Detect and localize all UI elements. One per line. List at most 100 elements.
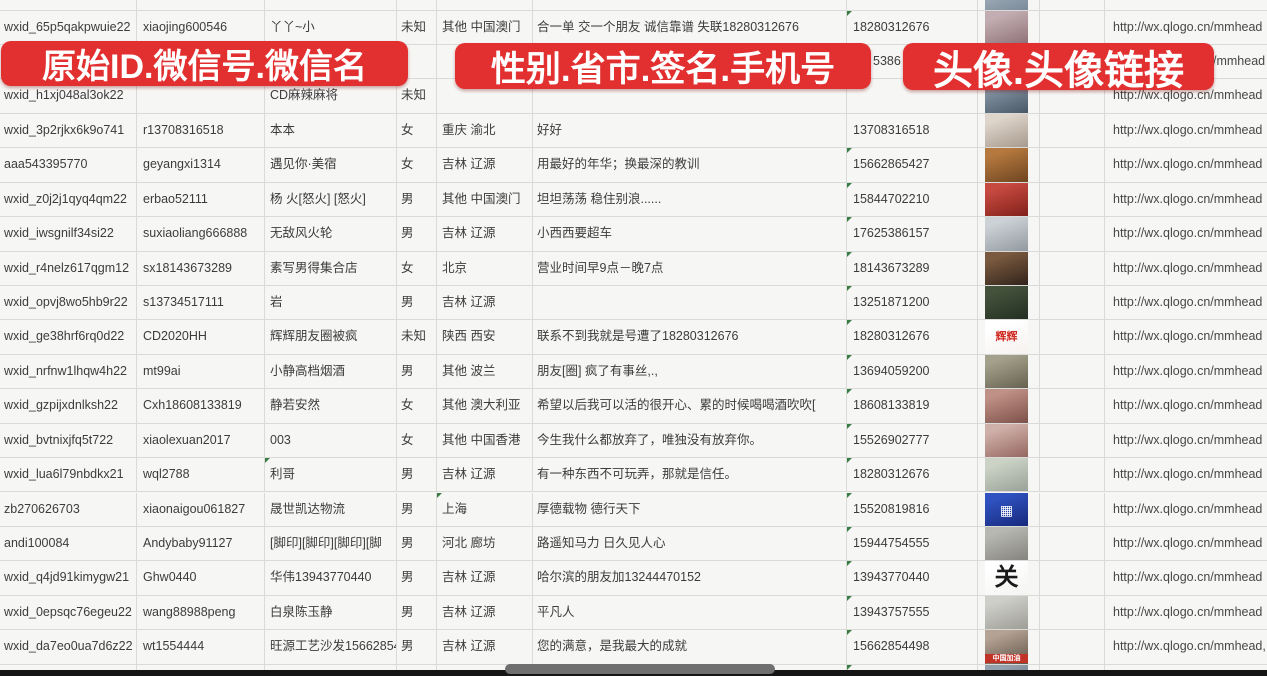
cell-gender[interactable]: 女 [397,148,437,182]
cell-signature[interactable]: 合一单 交一个朋友 诚信靠谱 失联18280312676 [533,10,847,45]
cell-signature[interactable]: 哈尔滨的朋友加13244470152 [533,561,847,595]
cell-original-id[interactable]: aaa543395770 [0,148,137,182]
cell-wechat-name[interactable]: CD麻辣麻将 [265,79,397,113]
cell-wechat-name[interactable]: 旺源工艺沙发15662854 [265,630,397,664]
cell-phone[interactable]: 18280312676 [847,458,978,492]
cell-wechat-number[interactable]: Ghw0440 [137,561,265,595]
cell-avatar-link[interactable]: http://wx.qlogo.cn/mmhead [1113,432,1263,447]
cell-phone[interactable]: 15844702210 [847,182,978,217]
cell-region[interactable]: 吉林 辽源 [437,458,533,492]
cell-region[interactable]: 陕西 西安 [437,320,533,354]
cell-wechat-name[interactable] [265,0,397,10]
cell-gender[interactable] [397,45,437,79]
cell-region[interactable]: 吉林 辽源 [437,595,533,630]
cell-avatar-link[interactable]: http://wx.qlogo.cn/mmhead [1113,398,1263,413]
cell-region[interactable]: 吉林 辽源 [437,630,533,664]
cell-original-id[interactable]: wxid_bvtnixjfq5t722 [0,423,137,458]
cell-empty[interactable] [1040,79,1105,113]
cell-wechat-name[interactable]: 无敌风火轮 [265,217,397,251]
cell-gender[interactable]: 男 [397,217,437,251]
cell-phone[interactable]: 15944754555 [847,526,978,561]
cell-avatar-link[interactable] [1105,0,1267,10]
cell-phone[interactable]: 13943770440 [847,561,978,595]
cell-avatar-link[interactable]: http://wx.qlogo.cn/mmhead [1113,157,1263,172]
cell-avatar[interactable] [978,526,1040,561]
cell-wechat-name[interactable]: 岩 [265,285,397,320]
cell-empty[interactable] [1040,630,1105,664]
cell-region[interactable] [437,79,533,113]
cell-wechat-number[interactable]: suxiaoliang666888 [137,217,265,251]
cell-signature[interactable]: 路遥知马力 日久见人心 [533,526,847,561]
cell-wechat-name[interactable]: 本本 [265,113,397,148]
cell-empty[interactable] [1040,251,1105,285]
cell-wechat-name[interactable]: 晟世凯达物流 [265,492,397,526]
cell-signature[interactable]: 朋友[圈] 疯了有事丝,., [533,354,847,389]
cell-region[interactable]: 吉林 辽源 [437,148,533,182]
cell-avatar-link[interactable]: http://wx.qlogo.cn/mmhead [1113,363,1263,378]
cell-region[interactable]: 其他 波兰 [437,354,533,389]
cell-wechat-number[interactable]: xiaolexuan2017 [137,423,265,458]
cell-avatar[interactable] [978,423,1040,458]
cell-wechat-name[interactable]: 静若安然 [265,389,397,423]
cell-avatar[interactable] [978,251,1040,285]
cell-phone[interactable]: 18608133819 [847,389,978,423]
cell-region[interactable]: 重庆 渝北 [437,113,533,148]
cell-region[interactable]: 其他 中国香港 [437,423,533,458]
cell-avatar[interactable] [978,148,1040,182]
cell-signature[interactable]: 希望以后我可以活的很开心、累的时候喝喝酒吹吹[ [533,389,847,423]
cell-gender[interactable]: 男 [397,561,437,595]
cell-empty[interactable] [1040,492,1105,526]
cell-phone[interactable]: 15520819816 [847,492,978,526]
cell-phone[interactable] [847,0,978,10]
cell-avatar[interactable] [978,10,1040,45]
cell-region[interactable]: 吉林 辽源 [437,561,533,595]
cell-original-id[interactable]: wxid_opvj8wo5hb9r22 [0,285,137,320]
table-row[interactable]: wxid_lua6l79nbdkx21 wql2788 利哥 男 吉林 辽源 有… [0,458,1267,493]
cell-empty[interactable] [1040,526,1105,561]
cell-wechat-number[interactable]: wql2788 [137,458,265,492]
cell-empty[interactable] [1040,217,1105,251]
table-row[interactable]: wxid_da7eo0ua7d6z22 wt1554444 旺源工艺沙发1566… [0,630,1267,665]
cell-phone[interactable]: 13694059200 [847,354,978,389]
cell-signature[interactable]: 坦坦荡荡 稳住别浪...... [533,182,847,217]
cell-avatar[interactable] [978,595,1040,630]
cell-avatar-link[interactable]: http://wx.qlogo.cn/mmhead [1113,122,1263,137]
cell-region[interactable]: 河北 廊坊 [437,526,533,561]
table-row[interactable] [0,0,1267,11]
cell-avatar-link[interactable]: http://wx.qlogo.cn/mmhead [1113,226,1263,241]
cell-region[interactable]: 吉林 辽源 [437,285,533,320]
cell-phone[interactable]: 15662854498 [847,630,978,664]
cell-gender[interactable]: 未知 [397,79,437,113]
cell-gender[interactable]: 女 [397,113,437,148]
cell-phone[interactable]: 13943757555 [847,595,978,630]
cell-signature[interactable]: 厚德载物 德行天下 [533,492,847,526]
cell-phone[interactable] [847,79,978,113]
cell-signature[interactable]: 小西西要超车 [533,217,847,251]
cell-avatar-link[interactable]: http://wx.qlogo.cn/mmhead [1113,19,1263,34]
cell-gender[interactable]: 男 [397,182,437,217]
cell-wechat-number[interactable]: xiaojing600546 [137,10,265,45]
table-row[interactable]: wxid_q4jd91kimygw21 Ghw0440 华伟1394377044… [0,561,1267,596]
table-row[interactable]: wxid_r4nelz617qgm12 sx18143673289 素写男得集合… [0,251,1267,286]
cell-gender[interactable]: 未知 [397,10,437,45]
cell-signature[interactable]: 今生我什么都放弃了，唯独没有放弃你。 [533,423,847,458]
cell-empty[interactable] [1040,320,1105,354]
cell-wechat-number[interactable]: wang88988peng [137,595,265,630]
cell-avatar-link[interactable]: http://wx.qlogo.cn/mmhead [1113,294,1263,309]
cell-empty[interactable] [1040,423,1105,458]
horizontal-scrollbar-thumb[interactable] [505,664,775,674]
cell-original-id[interactable]: wxid_3p2rjkx6k9o741 [0,113,137,148]
cell-original-id[interactable]: wxid_da7eo0ua7d6z22 [0,630,137,664]
cell-phone[interactable]: 18280312676 [847,320,978,354]
cell-phone[interactable]: 15662865427 [847,148,978,182]
cell-phone[interactable]: 18143673289 [847,251,978,285]
cell-empty[interactable] [1040,458,1105,492]
table-row[interactable]: wxid_h1xj048al3ok22 CD麻辣麻将 未知 http://wx.… [0,79,1267,114]
cell-empty[interactable] [1040,561,1105,595]
cell-avatar[interactable]: 关 [978,561,1040,595]
cell-avatar-link[interactable]: http://wx.qlogo.cn/mmhead, [1113,639,1266,654]
cell-wechat-name[interactable]: 杨 火[怒火] [怒火] [265,182,397,217]
cell-avatar-link[interactable]: http://wx.qlogo.cn/mmhead [1113,501,1263,516]
cell-gender[interactable]: 男 [397,595,437,630]
cell-empty[interactable] [1040,354,1105,389]
